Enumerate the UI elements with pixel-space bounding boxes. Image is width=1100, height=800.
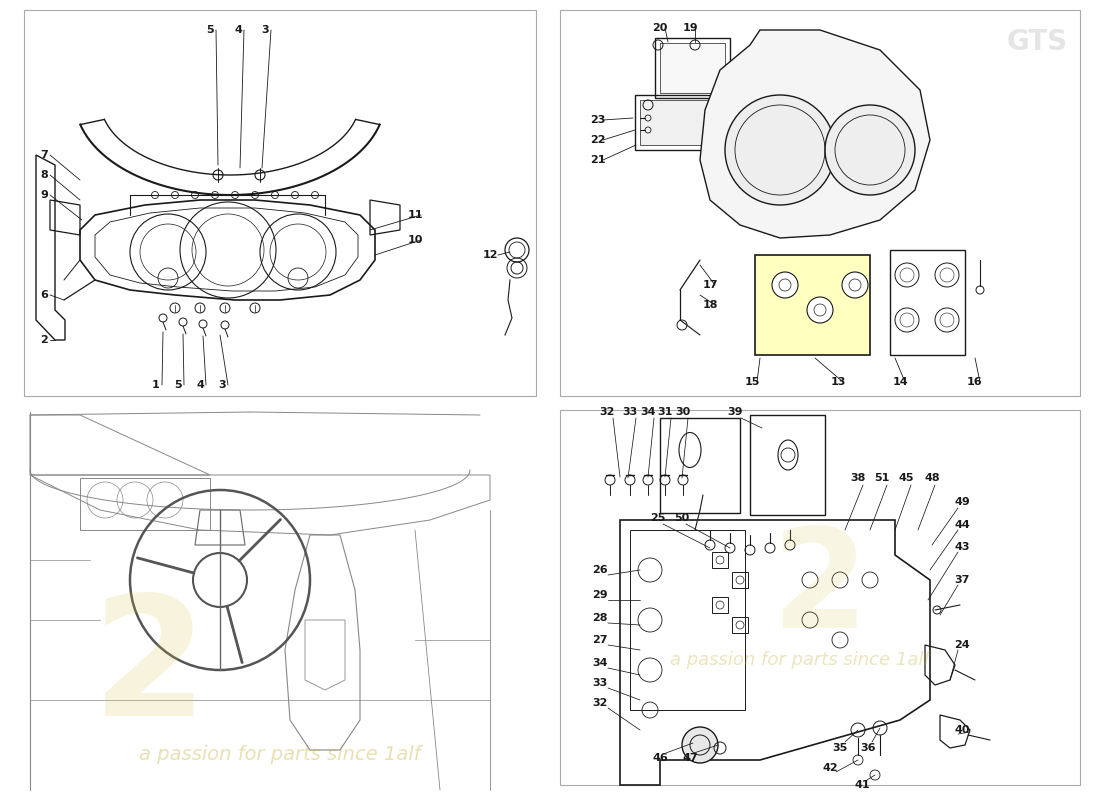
Bar [755,255,870,355]
Text: 50: 50 [674,513,690,523]
Bar [712,597,728,613]
Text: 35: 35 [833,743,848,753]
Text: 30: 30 [675,407,691,417]
Text: 27: 27 [592,635,607,645]
Circle shape [807,297,833,323]
Bar [732,572,748,588]
Text: 18: 18 [702,300,717,310]
Text: 43: 43 [955,542,970,552]
Text: 46: 46 [652,753,668,763]
Text: 23: 23 [591,115,606,125]
Text: 32: 32 [592,698,607,708]
Text: 24: 24 [954,640,970,650]
Bar [24,10,536,396]
Text: 20: 20 [652,23,668,33]
Text: 45: 45 [899,473,914,483]
Text: 21: 21 [591,155,606,165]
Text: 41: 41 [855,780,870,790]
Text: 47: 47 [682,753,697,763]
Bar [660,418,740,513]
Bar [635,95,715,150]
Text: 31: 31 [658,407,673,417]
Text: 49: 49 [954,497,970,507]
Text: 25: 25 [650,513,666,523]
Text: 32: 32 [600,407,615,417]
Text: 13: 13 [830,377,846,387]
Text: 40: 40 [955,725,970,735]
Text: 2: 2 [92,589,208,751]
Text: 4: 4 [196,380,204,390]
Text: 4: 4 [234,25,242,35]
Text: 15: 15 [745,377,760,387]
Text: 14: 14 [892,377,907,387]
Text: a passion for parts since 1alf: a passion for parts since 1alf [670,651,930,669]
Text: 39: 39 [727,407,742,417]
Text: 3: 3 [218,380,226,390]
Text: 2: 2 [40,335,48,345]
Text: 26: 26 [592,565,608,575]
Bar [890,250,965,355]
Text: 48: 48 [924,473,939,483]
Bar [712,552,728,568]
Bar [750,415,825,515]
Text: 44: 44 [954,520,970,530]
Bar [630,530,745,710]
Text: 1: 1 [152,380,160,390]
Text: 11: 11 [407,210,422,220]
Text: 34: 34 [640,407,656,417]
Polygon shape [700,30,930,238]
Bar [654,38,730,98]
Bar [560,10,1080,396]
Text: 33: 33 [593,678,607,688]
Text: 12: 12 [482,250,497,260]
Text: 8: 8 [40,170,48,180]
Text: a passion for parts since 1alf: a passion for parts since 1alf [140,746,421,765]
Text: 9: 9 [40,190,48,200]
Bar [560,410,1080,785]
Text: 10: 10 [407,235,422,245]
Bar [732,617,748,633]
Text: 34: 34 [592,658,607,668]
Circle shape [725,95,835,205]
Text: 19: 19 [682,23,697,33]
Bar [80,478,210,530]
Text: 5: 5 [206,25,213,35]
Bar [640,100,710,145]
Circle shape [825,105,915,195]
Text: 16: 16 [967,377,982,387]
Text: 33: 33 [623,407,638,417]
Text: 37: 37 [955,575,970,585]
Text: 38: 38 [850,473,866,483]
Text: 42: 42 [822,763,838,773]
Text: 36: 36 [860,743,876,753]
Text: 2: 2 [771,522,868,658]
Circle shape [842,272,868,298]
Text: 17: 17 [702,280,717,290]
Text: 28: 28 [592,613,607,623]
Text: 3: 3 [261,25,268,35]
Text: 51: 51 [874,473,890,483]
Bar [660,43,725,93]
Text: 22: 22 [591,135,606,145]
Text: 7: 7 [40,150,48,160]
Circle shape [772,272,798,298]
Text: 6: 6 [40,290,48,300]
Circle shape [682,727,718,763]
Text: GTS: GTS [1006,28,1068,56]
Text: 5: 5 [174,380,182,390]
Text: 29: 29 [592,590,608,600]
